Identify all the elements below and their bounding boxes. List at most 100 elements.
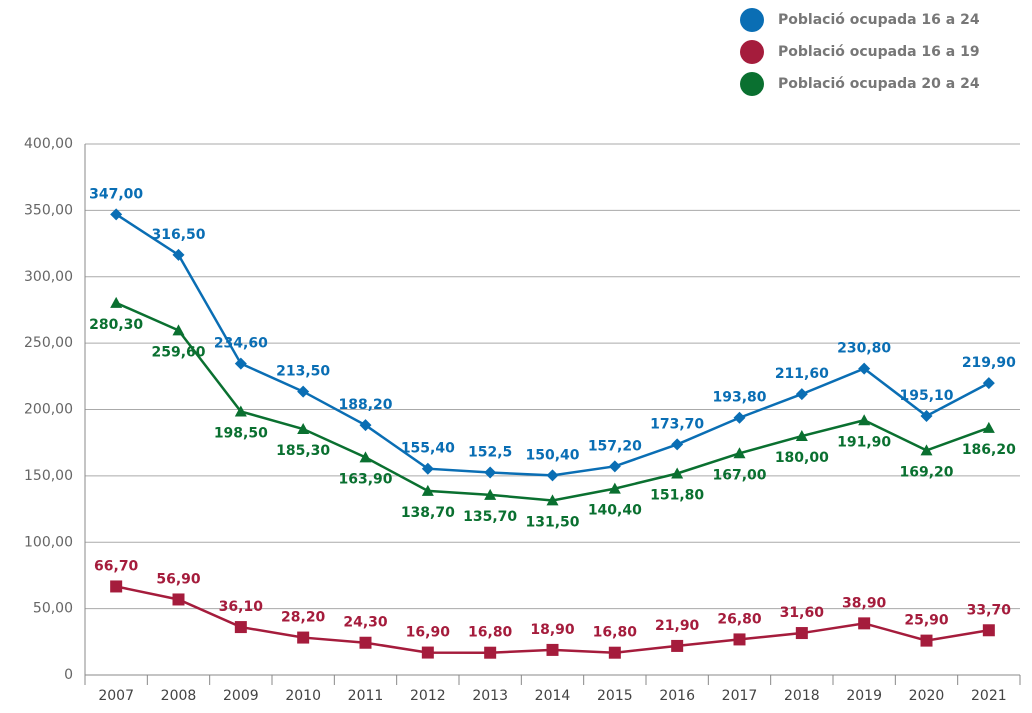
- data-label: 157,20: [588, 438, 642, 454]
- data-label: 234,60: [214, 336, 268, 352]
- marker: [172, 248, 185, 261]
- marker: [733, 447, 746, 459]
- legend-label: Població ocupada 16 a 24: [778, 12, 980, 28]
- data-label: 151,80: [650, 487, 704, 503]
- data-label: 24,30: [343, 615, 388, 631]
- y-tick-label: 350,00: [24, 202, 73, 218]
- x-tick-label: 2015: [597, 688, 633, 704]
- marker: [858, 362, 871, 375]
- data-label: 188,20: [338, 397, 392, 413]
- data-label: 26,80: [717, 611, 762, 627]
- marker: [359, 451, 372, 463]
- data-label: 36,10: [219, 599, 264, 615]
- marker: [795, 388, 808, 401]
- marker: [920, 444, 933, 456]
- data-label: 16,80: [593, 625, 638, 641]
- data-label: 219,90: [962, 355, 1016, 371]
- data-label: 152,5: [468, 445, 512, 461]
- marker: [982, 421, 995, 433]
- marker: [484, 488, 497, 500]
- y-tick-label: 200,00: [24, 402, 73, 418]
- marker: [297, 423, 310, 435]
- marker: [234, 621, 247, 634]
- data-label: 135,70: [463, 509, 517, 525]
- data-label: 347,00: [89, 186, 143, 202]
- marker: [546, 469, 559, 482]
- data-label: 38,90: [842, 595, 887, 611]
- marker: [359, 419, 372, 432]
- x-tick-label: 2016: [659, 688, 695, 704]
- legend-marker: [740, 72, 764, 96]
- x-tick-label: 2021: [971, 688, 1007, 704]
- x-tick-label: 2018: [784, 688, 820, 704]
- marker: [110, 208, 123, 221]
- marker: [733, 633, 746, 646]
- marker: [608, 646, 621, 659]
- data-label: 33,70: [967, 602, 1012, 618]
- y-tick-label: 150,00: [24, 468, 73, 484]
- marker: [546, 643, 559, 656]
- marker: [297, 631, 310, 644]
- data-label: 180,00: [775, 450, 829, 466]
- marker: [920, 634, 933, 647]
- data-label: 150,40: [525, 447, 579, 463]
- y-tick-label: 400,00: [24, 136, 73, 152]
- x-tick-label: 2007: [98, 688, 134, 704]
- y-tick-label: 250,00: [24, 335, 73, 351]
- marker: [421, 646, 434, 659]
- marker: [234, 405, 247, 417]
- x-tick-label: 2013: [472, 688, 508, 704]
- x-tick-label: 2017: [722, 688, 758, 704]
- x-tick-label: 2009: [223, 688, 259, 704]
- data-label: 16,90: [406, 625, 451, 641]
- data-label: 191,90: [837, 434, 891, 450]
- data-label: 131,50: [525, 514, 579, 530]
- legend-label: Població ocupada 16 a 19: [778, 44, 980, 60]
- marker: [359, 636, 372, 649]
- legend-marker: [740, 40, 764, 64]
- data-label: 230,80: [837, 341, 891, 357]
- marker: [671, 438, 684, 451]
- data-label: 211,60: [775, 366, 829, 382]
- x-tick-label: 2019: [846, 688, 882, 704]
- marker: [733, 411, 746, 424]
- marker: [110, 296, 123, 308]
- marker: [795, 627, 808, 640]
- data-label: 163,90: [338, 471, 392, 487]
- marker: [671, 639, 684, 652]
- data-label: 140,40: [588, 503, 642, 519]
- y-tick-label: 50,00: [33, 601, 73, 617]
- data-label: 25,90: [904, 613, 949, 629]
- data-label: 280,30: [89, 317, 143, 333]
- marker: [484, 466, 497, 479]
- marker: [110, 580, 123, 593]
- marker: [858, 617, 871, 630]
- marker: [795, 430, 808, 442]
- data-label: 259,60: [151, 344, 205, 360]
- data-label: 138,70: [401, 505, 455, 521]
- data-label: 173,70: [650, 416, 704, 432]
- x-tick-label: 2011: [348, 688, 384, 704]
- x-tick-label: 2008: [161, 688, 197, 704]
- data-label: 28,20: [281, 610, 326, 626]
- legend-label: Població ocupada 20 a 24: [778, 76, 980, 92]
- data-label: 185,30: [276, 443, 330, 459]
- y-tick-label: 300,00: [24, 269, 73, 285]
- marker: [421, 484, 434, 496]
- data-label: 195,10: [899, 388, 953, 404]
- marker: [421, 462, 434, 475]
- data-label: 155,40: [401, 441, 455, 457]
- marker: [608, 460, 621, 473]
- data-label: 198,50: [214, 425, 268, 441]
- data-label: 193,80: [712, 390, 766, 406]
- marker: [920, 410, 933, 423]
- data-label: 18,90: [530, 622, 575, 638]
- y-tick-label: 0: [64, 667, 73, 683]
- data-label: 186,20: [962, 442, 1016, 458]
- marker: [546, 494, 559, 506]
- marker: [608, 482, 621, 494]
- data-label: 56,90: [156, 571, 201, 587]
- data-label: 316,50: [151, 227, 205, 243]
- legend-marker: [740, 8, 764, 32]
